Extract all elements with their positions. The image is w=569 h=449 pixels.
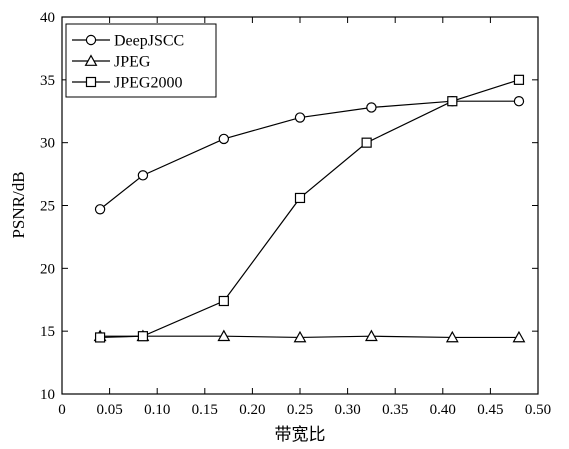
data-point-triangle: [293, 330, 307, 343]
y-tick-label: 15: [40, 324, 55, 340]
legend-marker-circle: [85, 34, 97, 46]
data-point-square: [513, 74, 525, 85]
x-tick-label: 0.25: [287, 402, 313, 418]
x-tick-label: 0.40: [430, 402, 456, 418]
x-tick-label: 0.15: [192, 402, 218, 418]
legend-label: DeepJSCC: [114, 33, 184, 50]
y-tick-label: 30: [40, 136, 55, 152]
series-layer: [93, 74, 526, 343]
data-point-circle: [137, 170, 149, 181]
x-tick-label: 0.05: [96, 402, 122, 418]
data-point-triangle: [512, 330, 526, 343]
legend-item-jpeg: JPEG: [72, 54, 151, 71]
legend-item-jpeg2000: JPEG2000: [72, 75, 182, 92]
data-point-square: [447, 96, 458, 107]
data-point-square: [294, 192, 306, 204]
axis-ticks: 0 0.05 0.10 0.15 0.20 0.25 0.30 0.35 0.40 0.45 0.5…: [40, 10, 551, 418]
data-point-triangle: [217, 329, 231, 342]
x-tick-label: 0.30: [334, 402, 360, 418]
y-tick-label: 20: [40, 261, 55, 277]
data-point-circle: [513, 95, 525, 107]
legend-item-deepjscc: DeepJSCC: [72, 33, 184, 50]
data-point-square: [137, 331, 149, 342]
x-tick-label: 0.20: [239, 402, 265, 418]
y-tick-label: 35: [40, 73, 55, 89]
y-tick-label: 25: [40, 199, 55, 215]
legend-label: JPEG2000: [114, 75, 182, 92]
x-tick-label: 0.35: [382, 402, 408, 418]
y-tick-label: 40: [40, 10, 55, 26]
x-axis-label: 带宽比: [275, 425, 326, 444]
x-tick-label: 0.45: [477, 402, 503, 418]
x-tick-label: 0.50: [525, 402, 551, 418]
data-point-circle: [294, 112, 306, 123]
legend-marker-triangle: [84, 54, 98, 66]
legend-label: JPEG: [114, 54, 151, 71]
data-point-square: [218, 295, 229, 307]
x-tick-label: 0: [58, 402, 66, 418]
x-tick-label: 0.10: [144, 402, 170, 418]
data-point-circle: [94, 204, 106, 215]
data-point-triangle: [364, 329, 378, 342]
data-point-circle: [366, 102, 377, 113]
series-jpeg2000: [94, 74, 525, 343]
legend-marker-square: [85, 76, 97, 88]
data-point-triangle: [445, 330, 459, 343]
data-point-square: [94, 332, 106, 343]
y-tick-label: 10: [40, 387, 55, 403]
data-point-circle: [218, 133, 230, 145]
legend: DeepJSCC JPEG JPEG2000: [65, 23, 217, 98]
y-axis-label: PSNR/dB: [9, 171, 28, 238]
data-point-square: [361, 137, 372, 148]
